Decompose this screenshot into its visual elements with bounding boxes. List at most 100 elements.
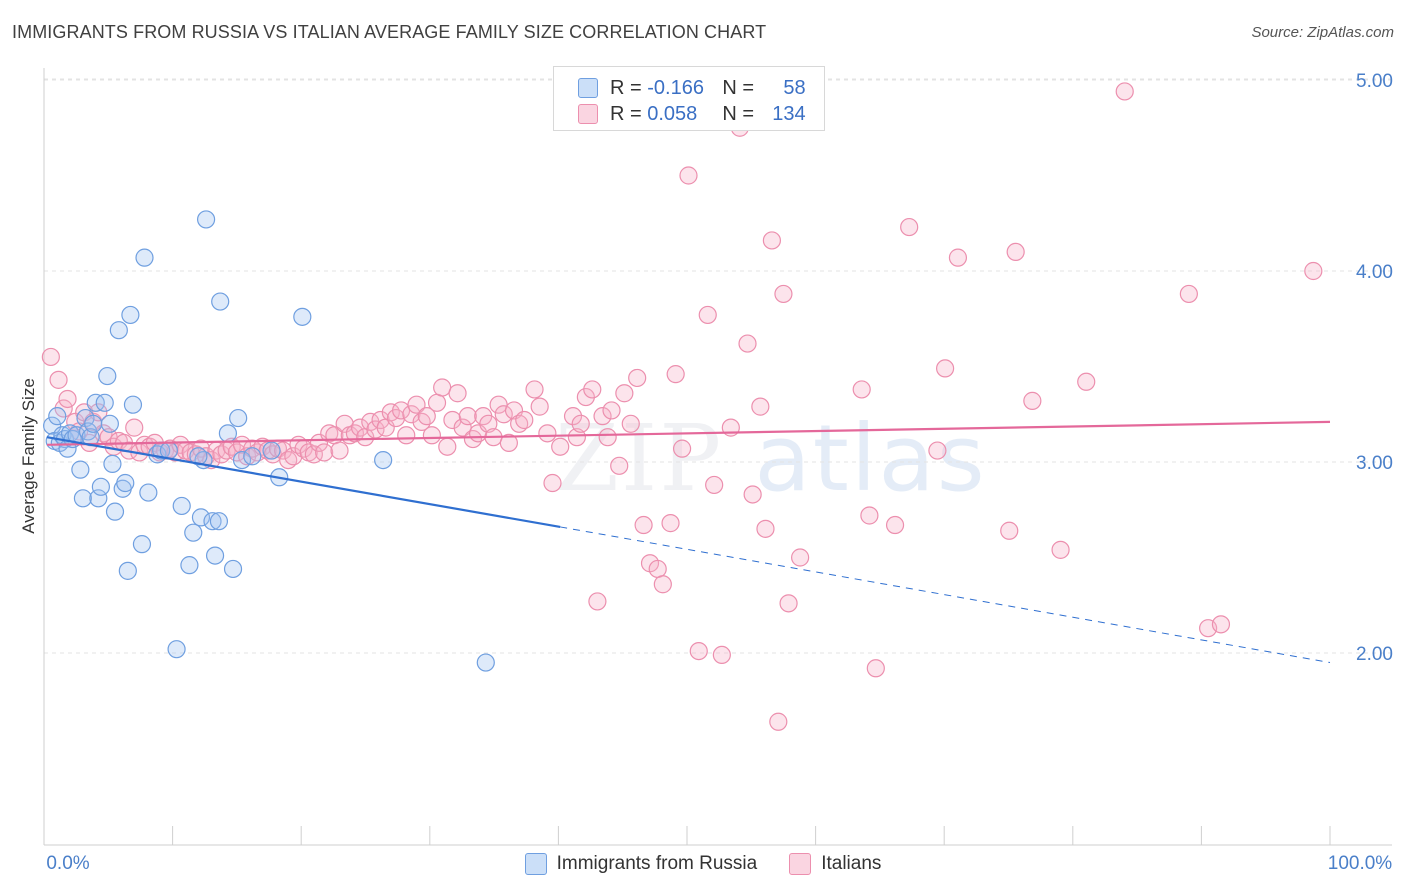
italians-point-107 [610, 456, 629, 475]
russia-point-23 [105, 502, 125, 521]
x-tick-label-min: 0.0% [46, 853, 89, 874]
source-label: Source: ZipAtlas.com [1251, 24, 1394, 41]
russia-point-43 [189, 447, 208, 466]
italians-point-75 [427, 393, 447, 412]
russia-point-49 [223, 559, 243, 579]
russia-point-15 [84, 414, 103, 433]
italians-point-47 [284, 447, 303, 466]
italians-point-105 [598, 428, 617, 447]
italians-point-74 [422, 426, 441, 445]
italians-point-134 [852, 380, 871, 399]
trend-lines [46, 420, 1331, 664]
russia-point-39 [184, 523, 203, 542]
russia-point-57 [476, 653, 495, 672]
russia-point-47 [211, 292, 230, 311]
russia-swatch [578, 78, 598, 98]
italians-point-73 [417, 407, 436, 426]
italians-point-135 [860, 506, 879, 525]
italians-point-89 [499, 433, 518, 452]
italians-point-141 [948, 248, 968, 267]
italians-point-98 [563, 407, 583, 426]
russia-n-label: N = [722, 76, 755, 99]
russia-point-18 [91, 477, 110, 496]
russia-point-22 [103, 454, 122, 474]
grid-lines [44, 78, 1392, 654]
russia-trend-extension [560, 526, 1331, 664]
italians-point-85 [479, 414, 498, 433]
russia-point-40 [191, 508, 211, 527]
italians-point-69 [397, 426, 416, 445]
italians-point-78 [443, 410, 462, 430]
italians-point-143 [1006, 242, 1025, 261]
legend-swatch-russia [524, 853, 547, 875]
italians-point-1 [49, 370, 68, 389]
italians-point-106 [602, 401, 621, 420]
italians-point-103 [588, 592, 607, 611]
italians-point-145 [1051, 540, 1070, 559]
russia-point-50 [229, 408, 248, 428]
italians-point-147 [1115, 82, 1134, 101]
russia-point-31 [135, 248, 154, 267]
russia-point-37 [172, 496, 191, 516]
italians-point-99 [567, 428, 586, 447]
italians-point-76 [433, 378, 452, 397]
russia-point-46 [209, 512, 229, 531]
y-tick-label-0: 2.00 [1356, 644, 1393, 665]
italians-point-113 [648, 559, 667, 579]
italians-point-120 [698, 305, 717, 325]
russia-point-32 [139, 483, 158, 502]
chart-title: IMMIGRANTS FROM RUSSIA VS ITALIAN AVERAG… [12, 22, 767, 42]
italians-point-111 [634, 515, 653, 535]
russia-point-21 [100, 414, 119, 433]
italians-point-70 [402, 405, 421, 424]
russia-point-55 [293, 307, 312, 326]
russia-point-2 [48, 407, 67, 426]
russia-point-28 [121, 305, 140, 325]
italians-point-136 [866, 659, 885, 678]
russia-point-52 [243, 447, 262, 466]
russia-point-17 [89, 489, 108, 508]
italians-point-79 [448, 384, 467, 403]
italians-point-115 [661, 514, 680, 533]
russia-point-11 [73, 489, 93, 508]
italians-point-3 [58, 389, 77, 409]
italians-point-148 [1179, 284, 1198, 304]
legend-item-russia[interactable]: Immigrants from Russia [524, 853, 757, 875]
italians-n-value: 134 [772, 102, 806, 125]
legend-swatch-italians [789, 853, 812, 875]
italians-point-109 [621, 414, 640, 433]
italians-point-96 [543, 473, 562, 493]
italians-point-101 [576, 387, 595, 407]
italians-point-82 [463, 429, 483, 449]
italians-point-122 [712, 645, 731, 665]
y-axis-label: Average Family Size [19, 378, 38, 534]
y-tick-label-1: 3.00 [1356, 453, 1393, 474]
italians-point-94 [530, 397, 549, 416]
russia-r-value: -0.166 [647, 76, 704, 99]
italians-point-102 [583, 380, 602, 399]
italians-swatch [578, 104, 598, 124]
italians-point-116 [666, 365, 685, 384]
x-ticks [43, 826, 1331, 845]
italians-point-139 [928, 441, 947, 460]
russia-point-26 [116, 473, 135, 493]
italians-point-88 [494, 405, 513, 424]
italians-point-53 [315, 443, 334, 462]
italians-point-114 [653, 575, 672, 594]
legend-item-italians[interactable]: Italians [789, 853, 881, 875]
zipatlas-watermark: ZIP atlas [555, 405, 987, 512]
italians-point-117 [672, 439, 692, 458]
russia-trend-line [46, 436, 561, 529]
italians-point-131 [774, 284, 793, 304]
italians-r-label: R = [610, 102, 642, 125]
series-legend: Immigrants from Russia Italians [0, 851, 1406, 877]
watermark-atlas: atlas [754, 405, 987, 512]
italians-point-108 [615, 384, 634, 403]
y-tick-label-2: 4.00 [1356, 262, 1393, 283]
russia-n-value: 58 [783, 76, 806, 99]
italians-point-132 [779, 594, 798, 613]
italians-trend-line [46, 420, 1331, 446]
italians-point-142 [1000, 521, 1019, 540]
italians-point-129 [762, 231, 781, 250]
y-tick-labels: 2.00 3.00 4.00 5.00 [1356, 71, 1393, 665]
